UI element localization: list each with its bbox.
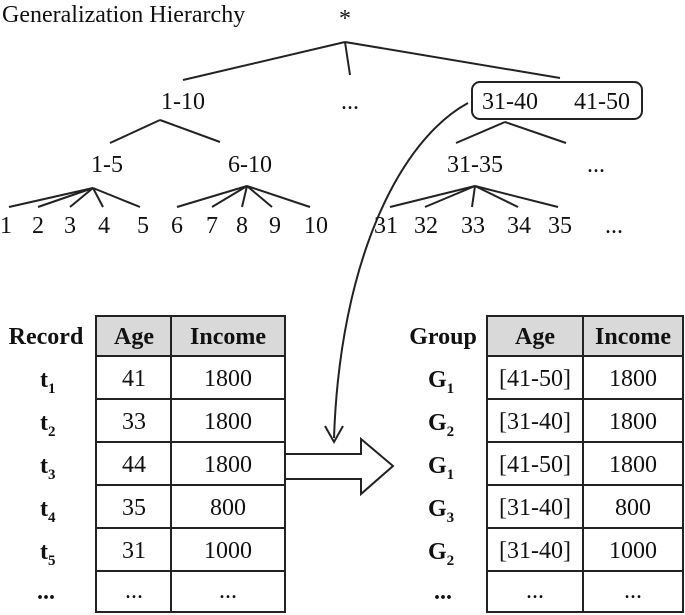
record-id: t5	[40, 539, 56, 569]
income-cell: 1000	[609, 538, 657, 564]
leaf-node: 5	[137, 213, 149, 239]
tree-edges	[8, 41, 567, 208]
record-id: t3	[40, 453, 56, 483]
leaf-node: 1	[0, 213, 12, 239]
age-header: Age	[114, 324, 154, 350]
leaf-node: 10	[304, 213, 328, 239]
age-cell: 41	[122, 366, 146, 392]
record-header: Record	[9, 324, 84, 350]
group-id: G2	[428, 539, 454, 569]
group-id: G1	[428, 453, 454, 483]
group-id: G2	[428, 410, 454, 440]
leaf-node: 6	[171, 213, 183, 239]
node-ellipsis-level2: ...	[587, 152, 605, 178]
age-cell: 31	[122, 538, 146, 564]
hierarchy-title: Generalization Hierarchy	[2, 2, 245, 28]
original-table: Record Age Income t1 41 1800 t2 33 1800 …	[9, 315, 286, 613]
income-cell: 1000	[204, 538, 252, 564]
node-1-10: 1-10	[161, 89, 205, 115]
group-id: G3	[428, 496, 454, 526]
age-cell: 33	[122, 409, 146, 435]
income-cell: 1800	[204, 409, 252, 435]
income-cell: 1800	[204, 452, 252, 478]
root-node: *	[339, 6, 351, 32]
group-header: Group	[409, 324, 477, 350]
node-1-5: 1-5	[91, 152, 123, 178]
age-cell: ...	[125, 578, 143, 604]
transform-arrow	[284, 436, 395, 497]
leaf-node: 8	[236, 213, 248, 239]
income-header: Income	[190, 324, 266, 350]
leaf-node: 9	[269, 213, 281, 239]
leaf-node: 4	[98, 213, 110, 239]
income-cell: 800	[615, 495, 651, 521]
node-41-50: 41-50	[574, 89, 630, 115]
income-cell: 1800	[609, 409, 657, 435]
age-cell: ...	[526, 578, 544, 604]
income-cell: ...	[219, 578, 237, 604]
leaf-ellipsis: ...	[605, 213, 623, 239]
leaf-node: 32	[414, 213, 438, 239]
income-cell: 800	[210, 495, 246, 521]
group-id: G1	[428, 367, 454, 397]
income-cell: ...	[624, 578, 642, 604]
node-31-40: 31-40	[482, 89, 538, 115]
income-cell: 1800	[609, 452, 657, 478]
record-id: t4	[40, 496, 56, 526]
leaf-node: 2	[32, 213, 44, 239]
group-id: ...	[434, 579, 452, 605]
income-cell: 1800	[204, 366, 252, 392]
node-31-35: 31-35	[447, 152, 503, 178]
mapping-arrow	[324, 102, 469, 445]
record-id: ...	[37, 579, 55, 605]
node-6-10: 6-10	[228, 152, 272, 178]
age-cell: [31-40]	[499, 495, 571, 521]
leaf-node: 35	[548, 213, 572, 239]
age-cell: [41-50]	[499, 366, 571, 392]
income-header: Income	[595, 324, 671, 350]
record-id: t2	[40, 410, 56, 440]
age-header: Age	[515, 324, 555, 350]
record-id: t1	[40, 367, 56, 397]
age-cell: 44	[122, 452, 146, 478]
leaf-node: 34	[507, 213, 531, 239]
income-cell: 1800	[609, 366, 657, 392]
leaf-node: 3	[64, 213, 76, 239]
leaf-node: 33	[461, 213, 485, 239]
node-ellipsis-level1: ...	[341, 89, 359, 115]
age-cell: [41-50]	[499, 452, 571, 478]
age-cell: 35	[122, 495, 146, 521]
highlight-box	[471, 81, 643, 120]
leaf-node: 7	[206, 213, 218, 239]
generalized-table: Group Age Income G1 [41-50] 1800 G2 [31-…	[409, 315, 684, 613]
age-cell: [31-40]	[499, 409, 571, 435]
age-cell: [31-40]	[499, 538, 571, 564]
